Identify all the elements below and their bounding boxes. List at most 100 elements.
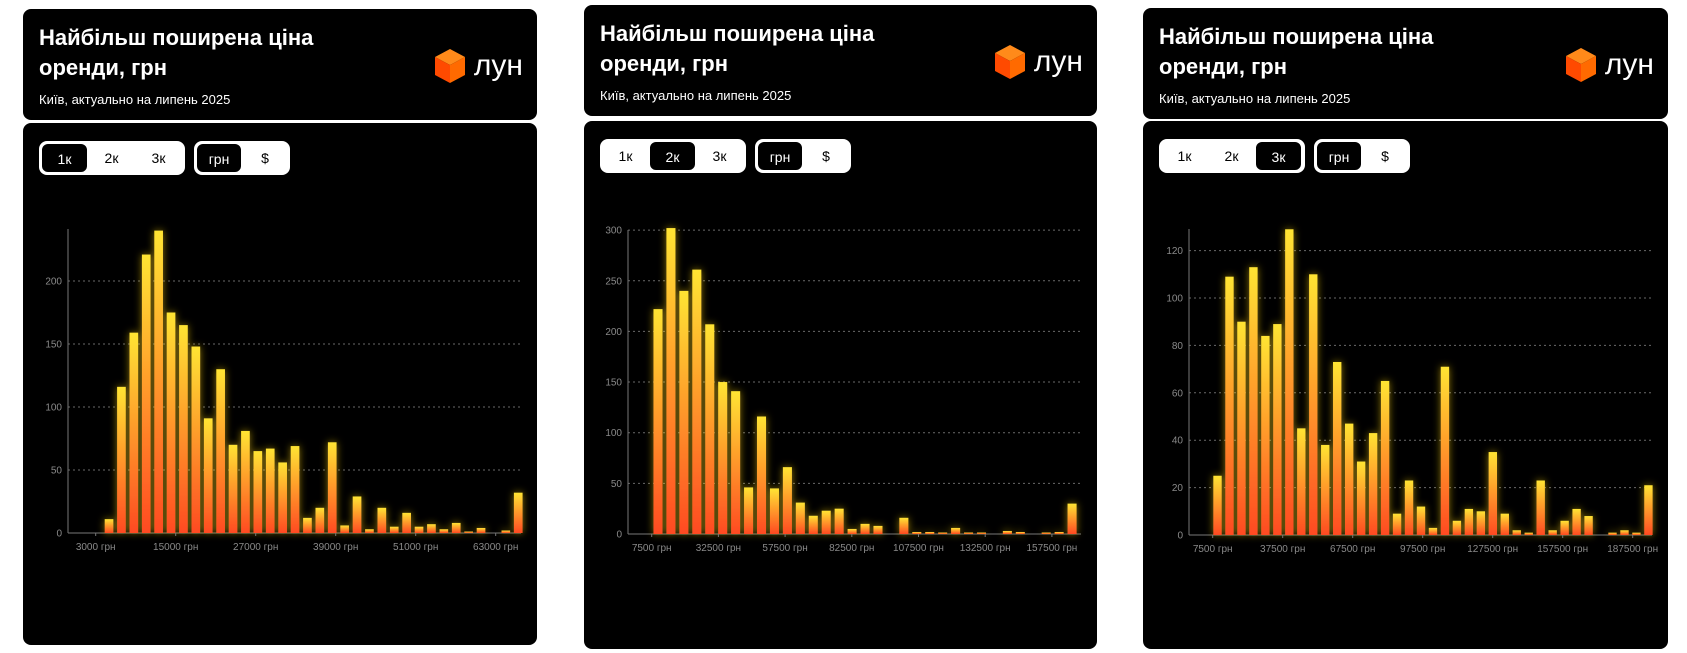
histogram-bar [964,532,974,534]
logo-wordmark: лун [473,49,523,82]
histogram-bar [860,523,870,534]
card-subtitle: Київ, актуально на липень 2025 [1159,91,1351,106]
rooms_toggle-option[interactable]: 2к [1224,148,1239,164]
histogram-bar [912,531,922,534]
currency_toggle-option[interactable]: $ [1381,148,1389,164]
x-tick-label: 63000 грн [473,542,518,553]
card-title: Найбільш поширена ціна оренди, грн [39,25,314,80]
histogram-bar [377,507,387,533]
rooms-toggle: 1к 2к 3к [1159,139,1305,173]
histogram-bar [653,309,663,534]
histogram-bar [769,488,779,534]
histogram-bar [365,529,374,533]
x-tick-label: 132500 грн [960,543,1011,554]
histogram-bar [692,269,702,534]
card-subtitle: Київ, актуально на липень 2025 [39,92,231,107]
histogram-bar [389,526,399,533]
x-tick-label: 15000 грн [153,542,198,553]
histogram-bar [129,332,139,533]
histogram-bar [1644,485,1653,535]
currency_toggle-option[interactable]: $ [822,148,830,164]
histogram-bar [1416,506,1426,535]
histogram-bar [1273,324,1282,535]
histogram-bar [315,507,325,533]
y-tick-label: 50 [51,466,63,477]
histogram-bar [1041,532,1051,534]
histogram-bar [1213,475,1222,535]
histogram-bar [1512,530,1521,535]
y-tick-label: 300 [605,226,622,237]
chart-panel: 1к 2к 3к грн $ 0 20 40 60 80 100 120 7500 грн 37500… [1143,121,1668,649]
histogram-bar [427,524,436,533]
currency_toggle-option[interactable]: грн [757,141,803,171]
rooms_toggle-option[interactable]: 3к [1255,141,1302,171]
y-tick-label: 250 [605,276,622,287]
histogram-bar [278,462,287,533]
histogram-bar [744,487,754,534]
cube-logo-icon [1565,48,1596,82]
histogram-bar [290,446,300,533]
x-tick-label: 7500 грн [1193,544,1233,555]
y-tick-label: 0 [1177,531,1183,542]
lun-logo: лун [994,43,1083,81]
y-tick-label: 0 [616,530,622,541]
x-tick-label: 157500 грн [1026,543,1077,554]
histogram-bar [166,312,176,533]
histogram-bar [154,230,163,533]
y-tick-label: 40 [1172,436,1184,447]
logo-wordmark: лун [1033,45,1083,78]
y-tick-label: 50 [611,479,623,490]
histogram-chart: 0 20 40 60 80 100 120 7500 грн 37500 грн 67500 гр… [1166,229,1658,555]
rooms_toggle-option[interactable]: 1к [1177,148,1192,164]
rent-price-card: Найбільш поширена ціна оренди, грн Київ,… [23,9,537,645]
histogram-bar [938,532,948,534]
rooms_toggle-option[interactable]: 2к [649,141,696,171]
histogram-bar [265,448,275,533]
rooms-toggle: 1к 2к 3к [600,139,746,173]
histogram-bar [666,228,676,534]
histogram-bar [951,527,961,534]
histogram-bar [216,369,225,533]
card-header: Найбільш поширена ціна оренди, грн Київ,… [23,9,537,120]
card-header: Найбільш поширена ціна оренди, грн Київ,… [1143,8,1668,119]
y-tick-label: 150 [605,378,622,389]
histogram-bar [1237,321,1246,535]
x-tick-label: 51000 грн [393,542,438,553]
bars [1213,229,1653,535]
currency_toggle-option[interactable]: $ [261,150,269,166]
rooms_toggle-option[interactable]: 3к [151,150,166,166]
histogram-bar [439,529,449,533]
histogram-bar [1067,503,1077,534]
histogram-bar [1560,520,1569,535]
histogram-bar [352,496,362,533]
histogram-bar [1054,531,1064,534]
card-title: Найбільш поширена ціна оренди, грн [1159,24,1434,79]
histogram-bar [1015,531,1025,534]
histogram-bar [203,418,213,533]
currency_toggle-option[interactable]: грн [196,143,242,173]
rooms_toggle-option[interactable]: 1к [41,143,88,173]
histogram-bar [1225,276,1234,535]
x-tick-label: 37500 грн [1260,544,1305,555]
histogram-bar [1548,530,1557,535]
histogram-bar [1452,520,1462,535]
histogram-bar [1368,433,1378,535]
x-tick-label: 82500 грн [829,543,874,554]
histogram-bar [1500,513,1509,535]
rooms_toggle-option[interactable]: 2к [104,150,119,166]
histogram-bar [1584,516,1593,535]
currency_toggle-option[interactable]: грн [1316,141,1362,171]
rent-price-card: Найбільш поширена ціна оренди, грн Київ,… [1143,8,1668,649]
histogram-bar [228,444,238,533]
histogram-bar [705,324,715,534]
x-tick-label: 3000 грн [76,542,116,553]
rooms_toggle-option[interactable]: 3к [712,148,727,164]
histogram-bar [253,451,263,533]
histogram-bar [1297,428,1306,535]
rooms_toggle-option[interactable]: 1к [618,148,633,164]
x-tick-label: 39000 грн [313,542,358,553]
histogram-bar [795,502,805,534]
x-tick-label: 27000 грн [233,542,278,553]
histogram-bar [1572,508,1581,535]
histogram-chart: 0 50 100 150 200 3000 грн 15000 грн 27000 грн 39… [45,229,523,553]
